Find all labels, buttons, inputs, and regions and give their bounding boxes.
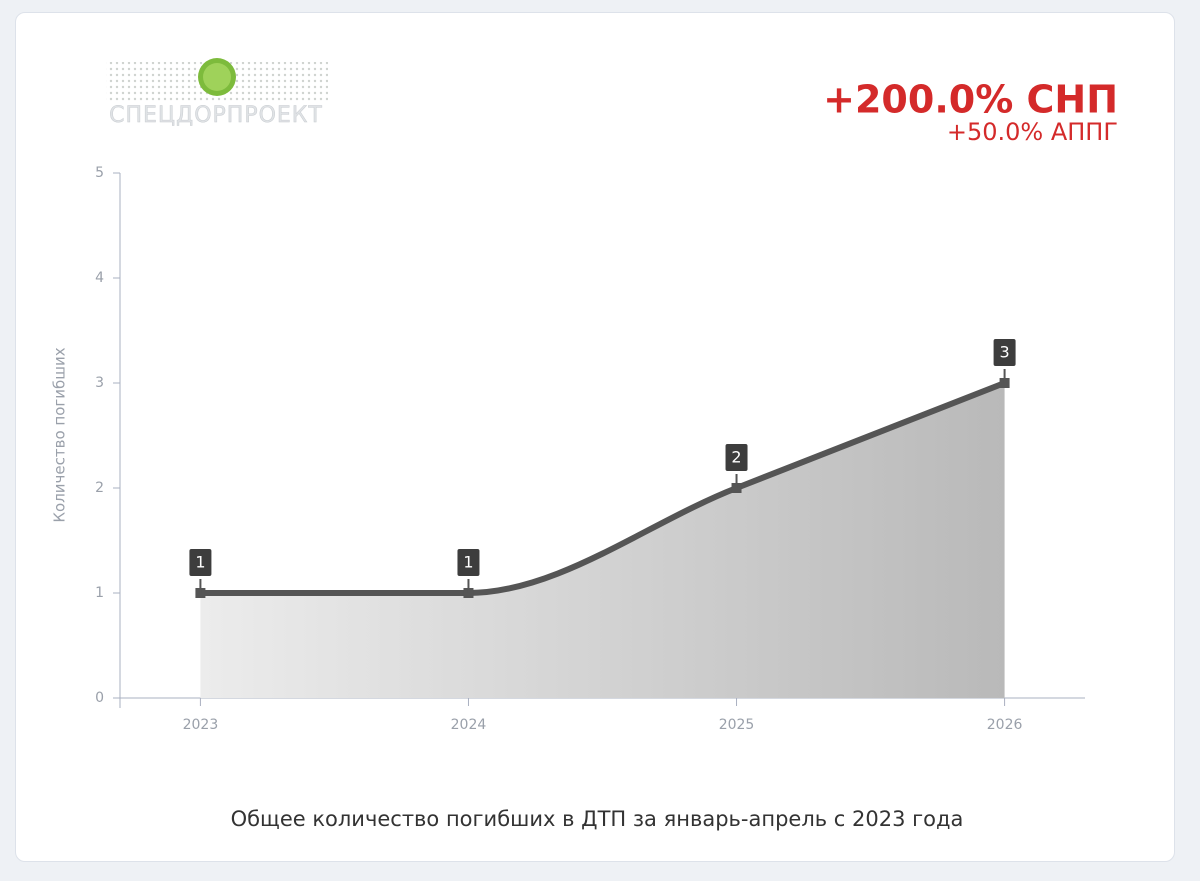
x-tick-label: 2023 <box>183 717 219 733</box>
label-box <box>725 444 748 471</box>
y-tick-label: 5 <box>95 165 104 181</box>
annotation: +50.0% АППГ <box>947 118 1118 146</box>
chart-title: Общее количество погибших в ДТП за январ… <box>231 807 964 831</box>
label-box <box>993 339 1016 366</box>
y-tick-label: 3 <box>95 375 104 391</box>
x-tick-label: 2025 <box>719 717 755 733</box>
y-tick-label: 0 <box>95 690 104 706</box>
data-label: 2 <box>731 448 741 467</box>
y-tick-label: 2 <box>95 480 104 496</box>
data-label: 1 <box>195 553 205 572</box>
data-label: 3 <box>999 343 1009 362</box>
annotation: +200.0% СНП <box>823 78 1118 122</box>
y-axis-label: Количество погибших <box>51 347 69 522</box>
x-tick-label: 2024 <box>451 717 487 733</box>
logo: СПЕЦДОРПРОЕКТ <box>106 58 328 128</box>
data-label: 1 <box>463 553 473 572</box>
x-tick-label: 2026 <box>987 717 1023 733</box>
y-tick-label: 1 <box>95 585 104 601</box>
logo-circle-inner <box>203 63 231 91</box>
y-tick-label: 4 <box>95 270 104 286</box>
label-box <box>457 549 480 576</box>
logo-text: СПЕЦДОРПРОЕКТ <box>109 103 323 128</box>
label-box <box>189 549 212 576</box>
line <box>197 380 1008 597</box>
